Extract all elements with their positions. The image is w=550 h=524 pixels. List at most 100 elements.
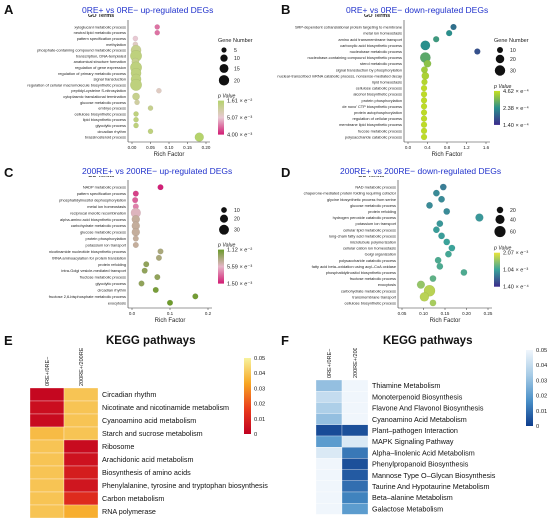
c-x-tick-label: 0.2: [205, 311, 212, 316]
f-row-label: Alpha–linolenic Acid Metabolism: [372, 448, 475, 457]
d-point: [460, 269, 468, 276]
d-term-label: cellular cation ion homeostasis: [343, 246, 396, 251]
d-color-legend-label: 2.07 × e⁻³: [503, 251, 528, 257]
c-point: [152, 286, 159, 293]
f-cell: [341, 402, 369, 414]
b-term-label: amino acid transmembrane transport: [338, 37, 402, 42]
b-point: [420, 127, 428, 134]
d-term-label: chaperone-mediated protein folding requi…: [304, 191, 397, 196]
f-cell: [315, 458, 343, 470]
f-colorbar-tick: 0.04: [536, 363, 548, 369]
a-size-legend-dot: [221, 47, 227, 53]
c-term-label: nicotinamide nucleotide biosynthetic pro…: [49, 249, 126, 254]
a-term-label: regulation of cellular macromolecule bio…: [27, 82, 126, 87]
e-column-header: 200RE+/200RE−: [79, 348, 85, 386]
f-row-label: Flavone And Flavonol Biosynthesis: [372, 404, 484, 413]
f-cell: [341, 480, 369, 493]
c-size-legend-dot: [221, 207, 227, 213]
d-point: [445, 250, 452, 258]
d-term-label: fructose metabolic process: [350, 276, 396, 281]
d-go-terms-header: GO Terms: [358, 176, 384, 179]
d-size-legend-dot: [495, 214, 505, 224]
f-row-label: Plant–pathogen Interaction: [372, 426, 458, 435]
b-point: [420, 133, 428, 141]
d-term-label: polysaccharide catabolic process: [339, 258, 396, 263]
c-point: [131, 227, 140, 237]
f-cell: [341, 447, 369, 459]
f-cell: [341, 469, 369, 481]
d-point: [436, 262, 444, 270]
b-term-label: nucleobase metabolic process: [350, 49, 402, 54]
d-point: [433, 189, 440, 197]
d-size-legend-dot: [496, 206, 504, 214]
b-term-label: alcohol biosynthetic process: [353, 92, 402, 97]
b-size-legend-dot: [495, 54, 505, 64]
panel-e-title: KEGG pathways: [106, 335, 196, 347]
a-point: [147, 128, 154, 135]
panel-a-label: A: [4, 2, 14, 17]
d-size-legend-label: 20: [510, 208, 516, 214]
b-x-tick-label: 0.0: [405, 145, 412, 150]
c-point: [192, 293, 199, 300]
d-term-label: glycine biosynthetic process from serine: [327, 197, 396, 202]
e-row-label: Starch and sucrose metabolism: [102, 429, 203, 438]
f-cell: [341, 391, 369, 403]
e-row-label: Arachidonic acid metabolism: [102, 455, 193, 464]
a-point: [132, 35, 139, 42]
d-term-label: protein refolding: [368, 209, 396, 214]
a-x-tick-label: 0.15: [183, 145, 192, 150]
a-term-label: pattern specification process: [77, 36, 126, 41]
f-row-label: Phenylpropanoid Biosynthesis: [372, 460, 469, 469]
b-term-label: regulation of cellular process: [352, 116, 402, 121]
f-cell: [341, 435, 369, 448]
c-point: [132, 190, 139, 197]
b-color-legend-bar: [494, 90, 500, 125]
f-cell: [341, 413, 369, 425]
b-term-label: de novo' CTP biosynthetic process: [342, 104, 402, 109]
panel-e-label: E: [4, 333, 13, 348]
c-color-legend-label: 1.50 × e⁻³: [227, 282, 252, 288]
b-point: [446, 30, 453, 37]
f-colorbar-tick: 0.03: [536, 378, 547, 384]
d-point: [448, 244, 456, 252]
b-point: [420, 121, 428, 128]
e-colorbar-tick: 0: [254, 432, 257, 438]
f-row-label: Mannose Type O–Glycan Biosynthesis: [372, 471, 496, 480]
b-term-label: protein phosphorylation: [362, 98, 402, 103]
d-color-legend-bar: [494, 252, 500, 287]
panel-d-title: 200RE+ vs 200RE− down-regulated DEGs: [340, 166, 502, 176]
a-term-label: regulation of gene expression: [75, 65, 126, 70]
a-term-label: cytoplasmic translational termination: [63, 94, 126, 99]
c-point: [157, 184, 164, 191]
a-color-legend-label: 1.61 × e⁻²: [227, 99, 252, 105]
b-term-label: protein autophosphorylation: [354, 110, 402, 115]
c-term-label: exocytosis: [108, 300, 126, 305]
b-term-label: nucleobase-containing compound biosynthe…: [307, 55, 402, 60]
c-term-label: metal ion homeostasis: [87, 204, 126, 209]
b-size-legend-label: 30: [510, 69, 516, 75]
c-point: [141, 267, 148, 274]
a-color-legend-label: 4.00 × e⁻³: [227, 133, 252, 139]
a-size-legend-label: 20: [234, 78, 240, 84]
e-cell: [63, 439, 99, 454]
e-cell: [29, 452, 65, 467]
d-term-label: carbohydrate metabolic process: [341, 288, 396, 293]
c-term-label: intra-Golgi vesicle-mediated transport: [61, 268, 127, 273]
d-point: [436, 220, 444, 228]
b-color-legend-label: 1.40 × e⁻⁴: [503, 122, 529, 129]
d-size-legend-dot: [494, 225, 506, 238]
d-size-legend-label: 40: [510, 217, 516, 223]
a-size-legend-dot: [220, 54, 228, 62]
e-cell: [29, 504, 65, 519]
f-row-label: Beta–alanine Metabolism: [372, 493, 453, 502]
c-point: [155, 254, 162, 261]
f-row-label: Cyanoamino Acid Metabolism: [372, 415, 467, 424]
f-column-header: 200RE+/200RE−: [353, 348, 359, 378]
f-column-header: 0RE+/0RE−: [327, 349, 333, 378]
f-cell: [315, 379, 343, 392]
c-color-legend-label: 1.12 × e⁻²: [227, 248, 252, 254]
a-point: [133, 116, 139, 123]
b-point: [421, 78, 428, 86]
c-point: [167, 299, 173, 306]
a-term-label: brassinosteroid process: [85, 135, 126, 140]
